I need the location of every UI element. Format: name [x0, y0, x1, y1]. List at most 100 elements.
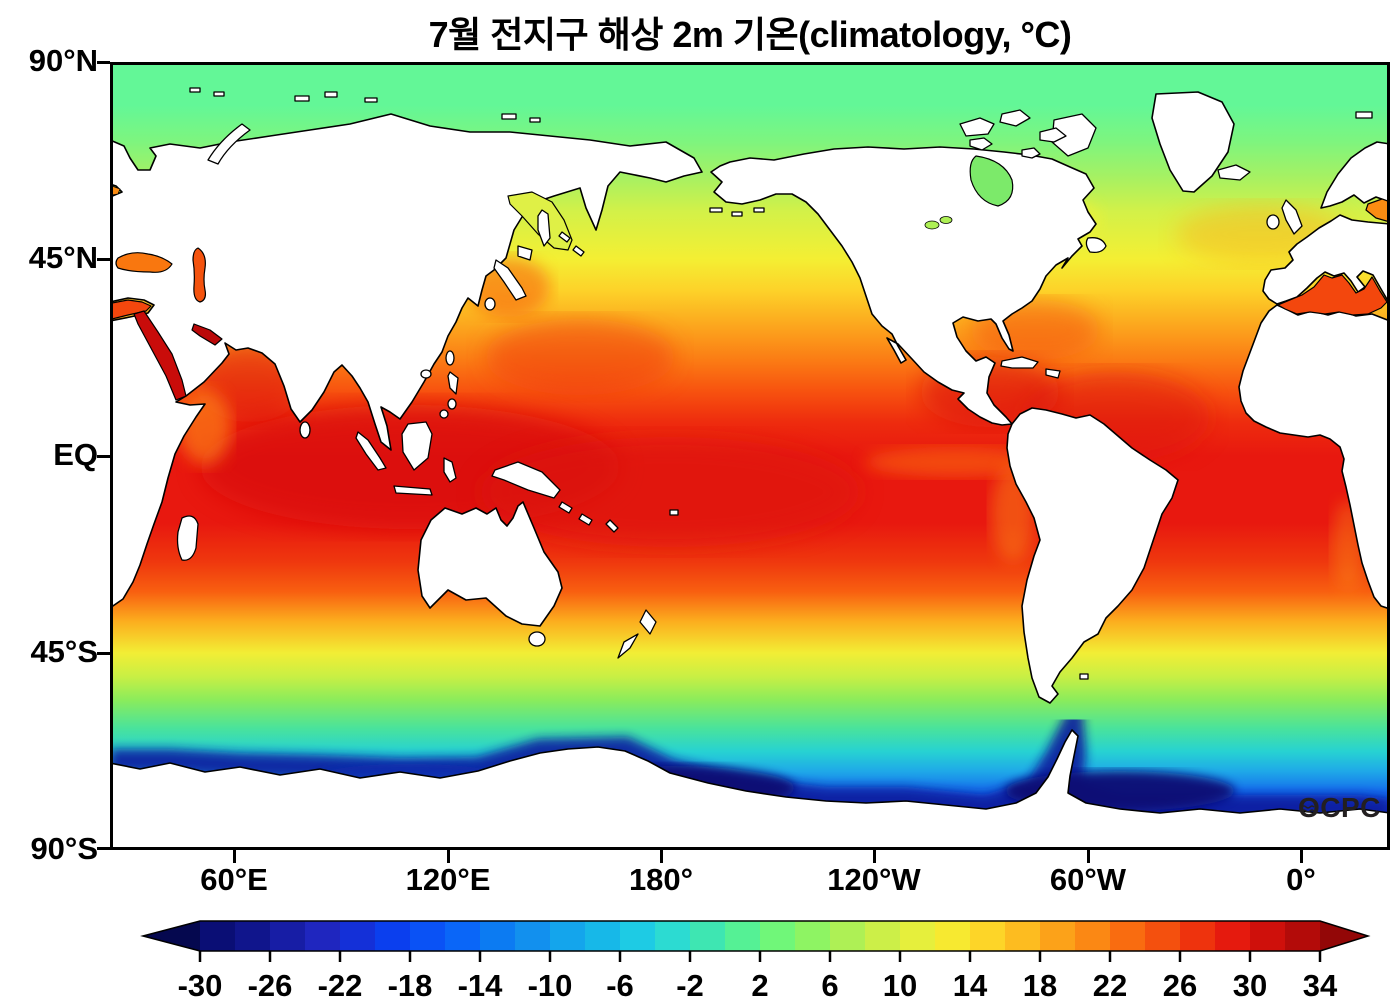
hainan: [420, 369, 432, 379]
lat-axis-tick: [97, 847, 110, 850]
colorbar-tick-label: 26: [1163, 968, 1197, 1003]
colorbar-tick-label: 22: [1093, 968, 1127, 1003]
colorbar-tick-label: 34: [1303, 968, 1338, 1003]
colorbar-segment: [1075, 921, 1111, 951]
colorbar-tick-label: -22: [318, 968, 363, 1003]
sakhalin: [537, 209, 551, 247]
caspian-sea: [192, 247, 207, 303]
sumatra: [355, 431, 387, 471]
java: [393, 485, 433, 496]
world-temperature-map: [110, 62, 1390, 850]
hudson-bay: [969, 155, 1014, 207]
colorbar-segment: [725, 921, 761, 951]
colorbar-tick-label: -2: [676, 968, 704, 1003]
newfoundland: [1085, 237, 1107, 254]
lon-axis-tick: [660, 850, 663, 863]
colorbar-segment: [480, 921, 516, 951]
borneo: [401, 421, 433, 471]
lon-axis-tick: [1087, 850, 1090, 863]
new-guinea: [491, 461, 561, 499]
colorbar-segment: [515, 921, 551, 951]
sri-lanka: [299, 421, 311, 439]
antarctica: [110, 729, 1390, 850]
colorbar-tick-label: -30: [178, 968, 223, 1003]
ocpc-logo: OCPC: [1298, 792, 1390, 826]
scandinavia: [1320, 141, 1390, 209]
lat-axis-tick: [97, 258, 110, 261]
colorbar-segment: [585, 921, 621, 951]
colorbar-segment: [795, 921, 831, 951]
australia: [417, 501, 563, 627]
lon-label-180: 180°: [628, 862, 694, 897]
europe-mainland: [1262, 214, 1390, 305]
colorbar-tick-label: -18: [388, 968, 433, 1003]
lon-label-60e: 60°E: [200, 862, 268, 897]
cuba: [1000, 356, 1039, 369]
greenland: [1151, 91, 1235, 193]
hokkaido: [517, 245, 533, 261]
svalbard: [1355, 111, 1373, 119]
colorbar-segment: [865, 921, 901, 951]
south-america: [1006, 407, 1179, 704]
colorbar-segment: [690, 921, 726, 951]
mediterranean-east: [111, 299, 152, 320]
lon-label-120w: 120°W: [827, 862, 921, 897]
colorbar-tick-label: 10: [883, 968, 917, 1003]
great-britain: [1281, 199, 1303, 235]
colorbar-segment: [1040, 921, 1076, 951]
colorbar-segment: [1285, 921, 1321, 951]
red-sea: [133, 310, 187, 401]
lon-axis-tick: [873, 850, 876, 863]
iceland: [1217, 164, 1251, 181]
temperature-anomaly-overlays: [110, 172, 1390, 823]
colorbar-segment: [900, 921, 936, 951]
lat-axis-tick: [97, 652, 110, 655]
colorbar-segment: [235, 921, 271, 951]
land-masses: [110, 91, 1390, 850]
luzon: [447, 371, 459, 395]
colorbar-segment: [760, 921, 796, 951]
colorbar-tick-label: 18: [1023, 968, 1057, 1003]
colorbar-arrow-left: [143, 921, 200, 951]
colorbar-segment: [1215, 921, 1251, 951]
lat-axis-tick: [97, 61, 110, 64]
baltic-sea-west: [1365, 198, 1390, 223]
colorbar-segment: [200, 921, 236, 951]
colorbar-segment: [620, 921, 656, 951]
new-zealand-south: [617, 633, 639, 659]
sulawesi: [443, 457, 457, 483]
persian-gulf: [191, 323, 223, 346]
colorbar-segment: [375, 921, 411, 951]
islands: [176, 87, 1373, 680]
new-zealand-north: [639, 609, 657, 635]
colorbar-segment: [550, 921, 586, 951]
colorbar-segment: [1250, 921, 1286, 951]
colorbar-segment: [1145, 921, 1181, 951]
honshu: [493, 259, 527, 301]
colorbar-segment: [410, 921, 446, 951]
colorbar-segment: [1005, 921, 1041, 951]
lon-axis-tick: [447, 850, 450, 863]
colorbar-tick-label: 6: [821, 968, 838, 1003]
colorbar-segment: [1180, 921, 1216, 951]
kyushu: [484, 297, 496, 311]
colorbar-tick-label: 30: [1233, 968, 1267, 1003]
lat-label-90n: 90°N: [28, 43, 98, 78]
eurasia-africa-east: [110, 113, 703, 609]
colorbar-tick-label: -14: [458, 968, 504, 1003]
madagascar: [176, 515, 199, 561]
lon-label-0: 0°: [1286, 862, 1316, 897]
hispaniola: [1045, 368, 1061, 379]
ireland: [1266, 214, 1280, 230]
great-lakes: [924, 220, 940, 230]
colorbar-segment: [970, 921, 1006, 951]
lon-axis-tick: [233, 850, 236, 863]
taiwan: [445, 350, 455, 366]
lon-label-60w: 60°W: [1049, 862, 1127, 897]
north-america: [710, 146, 1097, 426]
colorbar-tick-label: -6: [606, 968, 634, 1003]
colorbar-tick-label: -26: [248, 968, 293, 1003]
lat-label-90s: 90°S: [30, 831, 98, 866]
falkland-islands: [1079, 673, 1089, 680]
lat-label-eq: EQ: [53, 437, 98, 472]
